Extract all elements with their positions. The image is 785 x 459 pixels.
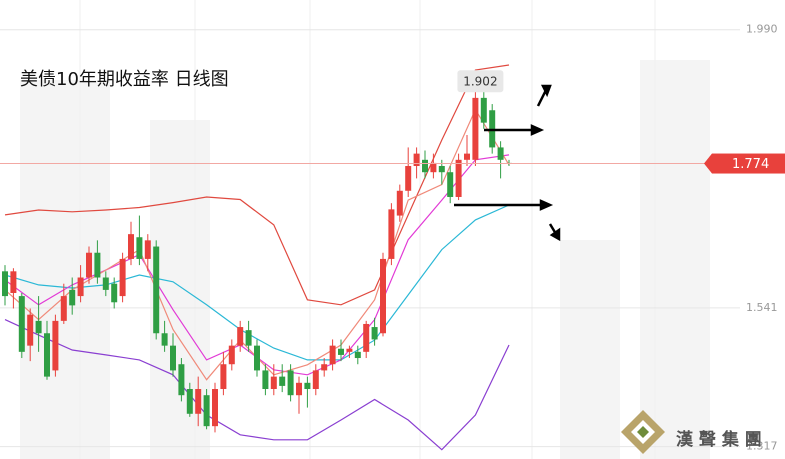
max-label-box [457,70,504,93]
candle-body [18,296,25,352]
candle-body [220,364,227,390]
candle-body [2,271,8,297]
candle-body [413,153,420,167]
watermark: 漢 聲 集 團 [676,429,762,450]
candle-body [304,382,311,390]
trend-arrows [454,84,561,242]
candle-body [77,277,84,297]
candle-body [497,147,504,160]
last-price-tag-tip [704,153,712,174]
y-tick-label: 1.990 [746,23,778,36]
candle-body [178,364,185,396]
y-tick-label: 1.541 [746,301,778,314]
candle-body [405,166,412,191]
candle-body [472,97,479,160]
candle-body [60,296,67,321]
candle-body [329,345,336,365]
indicator-line [4,319,510,451]
candle-body [321,364,328,371]
candle-body [237,327,244,346]
candle-body [35,320,42,334]
candle-body [203,395,210,427]
candle-body [371,327,378,340]
candle-body [380,258,386,334]
candle-body [195,389,202,414]
last-price-label: 1.774 [732,157,769,172]
last-price-tag [712,153,785,174]
candle-body [228,345,235,365]
candle-body [279,376,286,386]
candle-body [363,323,370,352]
y-tick-label: 1.317 [746,440,778,453]
candle-body [312,370,319,390]
candle-body [119,258,126,297]
candle-body [287,370,294,396]
candle-body [94,252,101,278]
vertical-grid [79,0,656,459]
candle-body [69,289,76,306]
candle-body [430,162,437,173]
candle-body [254,345,260,371]
candle-body [422,159,428,173]
candle-body [346,348,353,352]
candle-body [480,97,487,123]
chart-title: 美债10年期收益率 日线图 [20,69,229,90]
candle-body [396,190,403,216]
candle-body [10,271,17,293]
candle-body [212,389,218,427]
candle-body [338,348,344,355]
candle-body [388,209,395,259]
candle-body [86,252,92,278]
candle-body [52,320,59,371]
candle-body [438,166,445,173]
candle-body [153,246,160,334]
candle-body [102,277,109,290]
candle-body [144,240,151,259]
candle-body [136,237,143,259]
candle-body [44,333,50,377]
candle-body [464,153,470,160]
max-label: 1.902 [463,75,497,89]
candle-body [245,330,252,346]
candle-body [27,314,34,346]
candle-body [270,376,277,390]
logo: 漢 聲 集 團 [621,410,762,454]
candle-body [170,345,176,371]
indicator-line [4,204,510,361]
candle-body [354,351,361,359]
candle-body [161,333,168,346]
candle-body [111,283,118,303]
candle-body [455,159,462,197]
candle-body [296,382,302,396]
candle-body [447,172,454,197]
candle-body [262,370,269,390]
candle-body [128,234,134,259]
candle-body [186,389,193,414]
